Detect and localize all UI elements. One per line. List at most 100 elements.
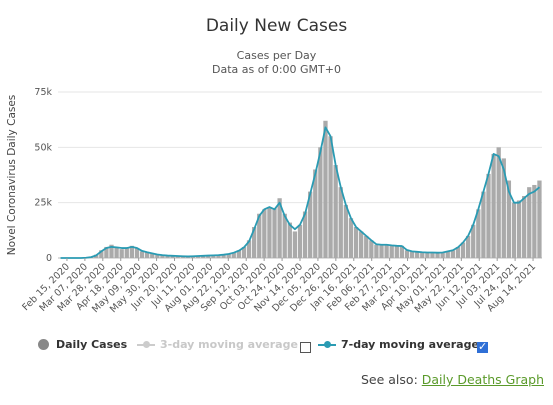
daily-cases-bar[interactable] <box>257 213 262 258</box>
daily-cases-bar[interactable] <box>471 224 476 258</box>
daily-cases-bar[interactable] <box>384 244 389 258</box>
daily-cases-bar[interactable] <box>155 254 160 258</box>
daily-cases-bar[interactable] <box>511 202 517 258</box>
daily-cases-bar[interactable] <box>532 184 537 258</box>
daily-cases-bar[interactable] <box>491 153 496 258</box>
daily-cases-bar[interactable] <box>134 248 140 258</box>
daily-cases-bar[interactable] <box>201 255 206 258</box>
chart-title: Daily New Cases <box>205 16 348 36</box>
legend-three-day-label: 3-day moving average <box>160 338 298 351</box>
daily-cases-bar[interactable] <box>399 245 405 258</box>
daily-cases-bar[interactable] <box>287 222 292 258</box>
daily-cases-bar[interactable] <box>119 249 124 258</box>
daily-cases-bar[interactable] <box>364 235 369 258</box>
daily-cases-bar[interactable] <box>99 250 104 258</box>
daily-cases-bar[interactable] <box>262 209 267 258</box>
daily-cases-bar[interactable] <box>476 209 481 258</box>
daily-cases-bar[interactable] <box>537 180 542 258</box>
daily-cases-bar[interactable] <box>415 251 420 258</box>
daily-cases-bar[interactable] <box>445 251 450 258</box>
daily-cases-bar[interactable] <box>124 248 129 258</box>
daily-cases-bar[interactable] <box>150 253 155 258</box>
daily-cases-bar[interactable] <box>302 211 308 258</box>
daily-cases-bar[interactable] <box>481 191 486 258</box>
daily-cases-bar[interactable] <box>323 120 328 258</box>
daily-cases-bar[interactable] <box>236 250 242 258</box>
daily-cases-bar[interactable] <box>297 224 303 258</box>
daily-cases-bar[interactable] <box>318 147 323 258</box>
daily-cases-bar[interactable] <box>501 158 506 258</box>
daily-cases-bar[interactable] <box>389 245 394 258</box>
daily-cases-bar[interactable] <box>455 246 461 258</box>
daily-cases-bar[interactable] <box>374 244 379 258</box>
daily-cases-bar[interactable] <box>277 198 282 258</box>
daily-cases-bar[interactable] <box>353 227 359 258</box>
bar-series[interactable] <box>83 120 542 258</box>
daily-cases-bar[interactable] <box>231 252 236 258</box>
daily-cases-bar[interactable] <box>328 136 333 258</box>
daily-cases-bar[interactable] <box>394 245 399 258</box>
daily-cases-bar[interactable] <box>267 207 272 258</box>
daily-cases-bar[interactable] <box>160 255 165 258</box>
daily-cases-bar[interactable] <box>195 256 201 258</box>
daily-cases-bar[interactable] <box>486 173 491 258</box>
daily-cases-bar[interactable] <box>440 252 445 258</box>
daily-cases-bar[interactable] <box>338 187 343 258</box>
daily-cases-bar[interactable] <box>206 255 211 258</box>
three-day-checkbox[interactable] <box>300 342 311 353</box>
daily-cases-bar[interactable] <box>333 165 338 258</box>
legend-seven-day[interactable]: 7-day moving average <box>318 338 479 351</box>
legend-daily-cases[interactable]: Daily Cases <box>38 338 127 351</box>
daily-cases-bar[interactable] <box>175 256 180 258</box>
daily-cases-bar[interactable] <box>252 227 257 258</box>
daily-cases-bar[interactable] <box>369 240 374 258</box>
daily-cases-bar[interactable] <box>496 147 501 258</box>
legend-three-day[interactable]: 3-day moving average <box>137 338 298 351</box>
daily-cases-bar[interactable] <box>348 218 354 258</box>
seven-day-checkbox[interactable] <box>477 340 488 353</box>
daily-deaths-graph-link[interactable]: Daily Deaths Graph <box>421 372 544 387</box>
y-axis-ticks: 0 25k 50k 75k <box>34 87 52 264</box>
daily-cases-bar[interactable] <box>460 242 466 258</box>
daily-cases-bar[interactable] <box>465 235 471 258</box>
daily-cases-bar[interactable] <box>430 252 435 258</box>
seven-day-average-line[interactable] <box>60 126 541 259</box>
daily-cases-bar[interactable] <box>211 255 216 258</box>
daily-cases-bar[interactable] <box>282 213 287 258</box>
daily-cases-bar[interactable] <box>241 246 247 258</box>
seven-day-line-icon <box>318 340 336 348</box>
daily-cases-bar[interactable] <box>114 246 119 258</box>
daily-cases-bar[interactable] <box>409 251 415 258</box>
daily-cases-bar[interactable] <box>435 252 440 258</box>
daily-cases-bar[interactable] <box>292 231 298 258</box>
daily-cases-bar[interactable] <box>170 255 175 258</box>
daily-cases-bar[interactable] <box>425 252 430 258</box>
daily-cases-bar[interactable] <box>358 231 364 258</box>
daily-cases-bar[interactable] <box>129 245 135 258</box>
daily-cases-bar[interactable] <box>165 255 170 258</box>
three-day-line-icon <box>137 340 155 348</box>
subtitle-line-1: Cases per Day <box>236 49 317 62</box>
daily-cases-bar[interactable] <box>94 254 99 258</box>
daily-cases-bar[interactable] <box>246 240 252 258</box>
daily-cases-bar[interactable] <box>527 187 532 258</box>
daily-cases-bar[interactable] <box>522 196 527 258</box>
daily-cases-bar[interactable] <box>308 191 313 258</box>
daily-cases-bar[interactable] <box>272 208 277 258</box>
daily-cases-bar[interactable] <box>379 244 384 258</box>
daily-cases-bar[interactable] <box>221 254 226 258</box>
daily-cases-bar[interactable] <box>343 204 348 258</box>
daily-cases-bar[interactable] <box>404 250 410 258</box>
daily-cases-bar[interactable] <box>313 169 318 258</box>
daily-cases-bar[interactable] <box>450 250 455 258</box>
moving-average-series[interactable] <box>60 126 541 259</box>
daily-cases-bar[interactable] <box>145 252 150 258</box>
daily-cases-bar[interactable] <box>420 252 425 258</box>
daily-cases-bar[interactable] <box>109 244 114 258</box>
daily-cases-bar[interactable] <box>216 255 221 258</box>
daily-cases-bar[interactable] <box>506 180 512 258</box>
daily-cases-bar[interactable] <box>139 251 145 258</box>
daily-cases-bar[interactable] <box>104 246 109 258</box>
daily-cases-bar[interactable] <box>226 254 231 258</box>
daily-cases-bar[interactable] <box>516 200 522 258</box>
